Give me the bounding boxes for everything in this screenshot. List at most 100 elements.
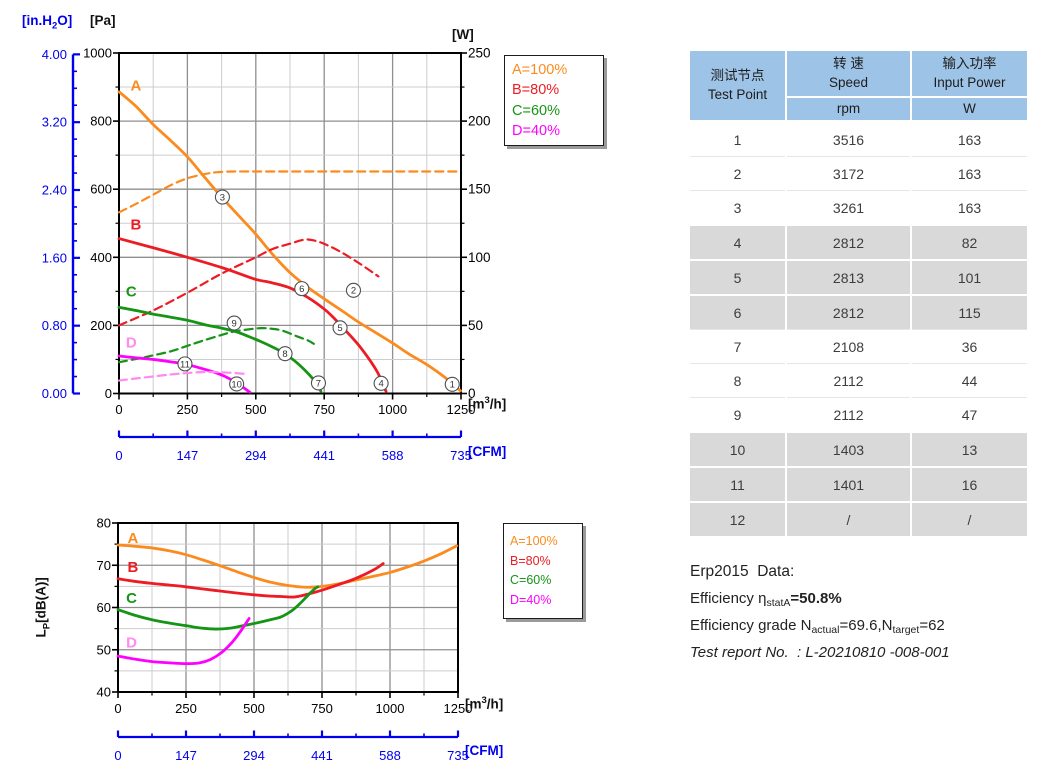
svg-text:600: 600 — [90, 182, 112, 197]
svg-text:250: 250 — [177, 402, 199, 417]
test-point-marker-5: 5 — [332, 320, 348, 336]
svg-text:1000: 1000 — [376, 701, 405, 716]
svg-text:60: 60 — [97, 600, 111, 615]
test-point-marker-1: 1 — [444, 376, 460, 392]
table-header-rpm-unit: rpm — [785, 96, 911, 122]
erp-efficiency-line: Efficiency ηstatA=50.8% — [690, 590, 842, 609]
legend-top-row: B=80% — [512, 82, 560, 98]
table-cell-power: 163 — [910, 156, 1027, 191]
legend-top-row: D=40% — [512, 123, 560, 139]
table-cell-power: 36 — [910, 329, 1027, 364]
svg-text:0: 0 — [468, 386, 476, 401]
table-cell-speed: 1403 — [785, 431, 911, 467]
table-cell-power: 82 — [910, 224, 1027, 260]
table-cell-point: 1 — [690, 120, 786, 157]
svg-text:294: 294 — [243, 748, 265, 763]
w-unit-label: [W] — [452, 27, 474, 42]
svg-text:147: 147 — [175, 748, 197, 763]
svg-text:10: 10 — [231, 379, 242, 390]
table-header-test-point: 测试节点 Test Point — [690, 51, 786, 122]
svg-text:800: 800 — [90, 114, 112, 129]
curve-D-noise — [116, 617, 251, 666]
curve-label-A: A — [131, 77, 142, 94]
svg-text:2: 2 — [351, 286, 356, 297]
svg-text:0: 0 — [114, 748, 121, 763]
pa-unit-label: [Pa] — [90, 13, 116, 28]
svg-text:7: 7 — [316, 378, 321, 389]
table-row: 7 2108 36 — [690, 329, 1027, 364]
cfm-axis: 0 147 294 441 588 735 — [114, 730, 469, 763]
curve-B-pressure — [117, 237, 388, 393]
svg-text:4: 4 — [378, 379, 383, 390]
cfm-axis: 0 147 294 441 588 735 — [115, 430, 472, 463]
svg-text:500: 500 — [245, 402, 267, 417]
svg-text:588: 588 — [382, 448, 404, 463]
svg-text:750: 750 — [313, 402, 335, 417]
svg-text:6: 6 — [299, 284, 304, 295]
legend-top-row: C=60% — [512, 102, 560, 119]
test-point-marker-7: 7 — [310, 375, 327, 391]
m3h-unit-label-top: [m3/h] — [468, 395, 507, 412]
table-row: 11 1401 16 — [690, 466, 1027, 502]
table-cell-power: 115 — [910, 294, 1027, 330]
svg-text:735: 735 — [447, 748, 469, 763]
legend-top-chart: A=100% B=80% C=60% D=40% — [504, 55, 604, 146]
test-point-marker-6: 6 — [294, 281, 310, 297]
cfm-unit-label-bottom: [CFM] — [465, 743, 504, 758]
inh2o-unit-label: [in.H2O] — [22, 13, 73, 32]
curve-D-power — [117, 370, 249, 382]
erp2015-data-block: Erp2015 Data: Efficiency ηstatA=50.8% Ef… — [690, 563, 1042, 669]
test-point-marker-4: 4 — [373, 375, 389, 391]
curve-B-noise — [116, 562, 385, 599]
svg-text:3: 3 — [220, 192, 225, 203]
table-header-input-power: 输入功率 Input Power — [910, 51, 1027, 97]
svg-text:588: 588 — [379, 748, 401, 763]
svg-text:400: 400 — [90, 250, 112, 265]
table-header-w-unit: W — [910, 96, 1027, 122]
table-cell-speed: 3172 — [785, 156, 911, 191]
curve-label-C: C — [126, 283, 137, 300]
svg-text:1.60: 1.60 — [42, 250, 67, 265]
legend-bottom-row: C=60% — [510, 573, 552, 587]
table-row: 8 2112 44 — [690, 363, 1027, 398]
curve-label-A: A — [128, 530, 139, 547]
svg-text:441: 441 — [313, 448, 335, 463]
svg-text:250: 250 — [468, 46, 491, 61]
svg-text:1000: 1000 — [83, 46, 112, 61]
svg-text:9: 9 — [232, 318, 237, 329]
table-cell-point: 11 — [690, 466, 786, 502]
table-cell-power: 47 — [910, 397, 1027, 432]
table-cell-speed: 2813 — [785, 259, 911, 295]
table-cell-point: 10 — [690, 431, 786, 467]
table-cell-point: 3 — [690, 190, 786, 225]
svg-text:250: 250 — [175, 701, 197, 716]
svg-text:441: 441 — [311, 748, 333, 763]
table-cell-speed: 2812 — [785, 294, 911, 330]
table-cell-power: 13 — [910, 431, 1027, 467]
curve-A-pressure — [117, 90, 462, 393]
curve-label-C: C — [126, 590, 137, 607]
axis-ticks-labels: 0 250 500 750 1000 1250 40 50 60 70 80 — [97, 516, 473, 717]
curve-C-power — [117, 327, 315, 364]
table-cell-power: 101 — [910, 259, 1027, 295]
table-row: 4 2812 82 — [690, 224, 1027, 260]
svg-text:200: 200 — [468, 114, 491, 129]
legend-bottom-row: A=100% — [510, 534, 558, 548]
svg-text:3.20: 3.20 — [42, 115, 67, 130]
erp-efficiency-grade-line: Efficiency grade Nactual=69.6,Ntarget=62 — [690, 617, 945, 636]
svg-text:40: 40 — [97, 685, 111, 700]
table-row: 5 2813 101 — [690, 259, 1027, 295]
table-row: 12// — [690, 501, 1027, 536]
svg-text:200: 200 — [90, 318, 112, 333]
test-point-marker-11: 11 — [177, 356, 193, 372]
legend-top-row: A=100% — [512, 61, 568, 78]
table-cell-speed: 2112 — [785, 397, 911, 432]
table-cell-speed: 1401 — [785, 466, 911, 502]
svg-text:0.00: 0.00 — [42, 386, 67, 401]
svg-text:0: 0 — [115, 402, 122, 417]
svg-text:4.00: 4.00 — [42, 47, 67, 62]
table-cell-power: / — [910, 501, 1027, 536]
svg-text:1250: 1250 — [447, 402, 476, 417]
legend-bottom-row: D=40% — [510, 592, 552, 607]
test-point-marker-2: 2 — [345, 282, 362, 298]
